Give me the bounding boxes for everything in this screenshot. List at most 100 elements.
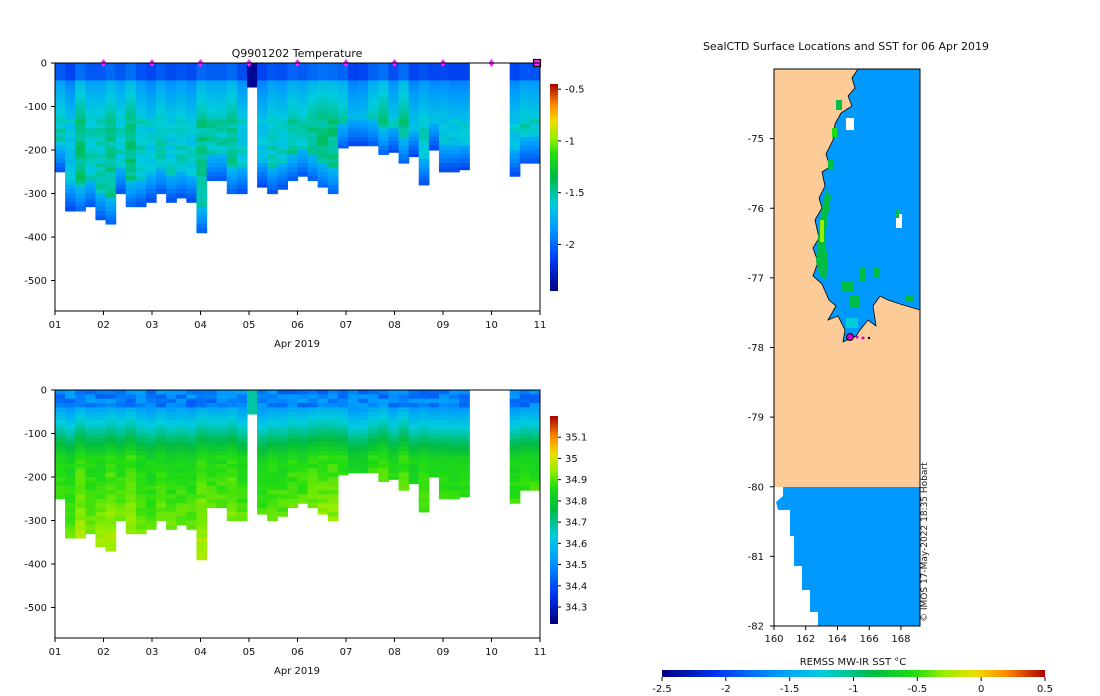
- salinity-cell: [449, 481, 460, 487]
- temperature-cell: [529, 106, 540, 112]
- salinity-cell: [358, 390, 369, 395]
- salinity-cell: [418, 446, 430, 452]
- salinity-cell: [206, 481, 218, 487]
- salinity-cell: [348, 455, 359, 461]
- salinity-cell: [115, 403, 127, 409]
- temperature-cell: [95, 184, 107, 190]
- temperature-cell: [176, 115, 187, 121]
- salinity-cell: [105, 390, 117, 395]
- salinity-cell: [297, 403, 309, 409]
- temperature-cell: [438, 76, 450, 82]
- salinity-cell: [156, 503, 167, 509]
- temperature-cell: [358, 102, 369, 108]
- temperature-cell: [388, 80, 400, 86]
- salinity-cell: [358, 429, 369, 435]
- temperature-cell: [216, 110, 228, 116]
- temperature-cell: [176, 145, 187, 151]
- temperature-cell: [105, 184, 117, 190]
- salinity-cell: [317, 481, 329, 487]
- salinity-cell: [125, 403, 137, 409]
- temperature-cell: [125, 102, 137, 108]
- salinity-cell: [75, 403, 86, 409]
- salinity-cell: [135, 429, 147, 435]
- temperature-cell: [176, 154, 187, 160]
- x-tick-label: 01: [49, 647, 62, 658]
- salinity-cell: [459, 490, 470, 496]
- temperature-cell: [348, 80, 359, 86]
- temperature-cell: [307, 110, 319, 116]
- temperature-cell: [277, 89, 288, 95]
- temperature-cell: [459, 136, 470, 142]
- temperature-cell: [459, 63, 470, 68]
- salinity-cell: [438, 403, 450, 409]
- salinity-cell: [55, 390, 66, 395]
- salinity-cell: [125, 516, 137, 522]
- temperature-cell: [115, 176, 127, 182]
- temperature-cell: [176, 123, 187, 129]
- salinity-cell: [438, 416, 450, 422]
- salinity-cell: [105, 498, 117, 504]
- temperature-cell: [226, 102, 238, 108]
- salinity-cell: [378, 455, 390, 461]
- salinity-cell: [287, 455, 299, 461]
- salinity-cell: [358, 398, 369, 404]
- salinity-cell: [85, 520, 97, 526]
- colorbar-tick-label: 34.3: [565, 603, 587, 614]
- temperature-cell: [65, 71, 76, 77]
- salinity-cell: [519, 398, 531, 404]
- salinity-cell: [75, 498, 86, 504]
- lat-tick-label: -80: [748, 482, 764, 493]
- salinity-cell: [287, 424, 299, 430]
- salinity-cell: [135, 477, 147, 482]
- salinity-cell: [378, 420, 390, 426]
- temperature-cell: [267, 71, 278, 77]
- temperature-cell: [105, 123, 117, 129]
- y-tick-label: -300: [24, 189, 47, 200]
- salinity-cell: [105, 472, 117, 478]
- salinity-cell: [348, 446, 359, 452]
- temperature-cell: [418, 176, 430, 182]
- salinity-cell: [418, 442, 430, 448]
- temperature-cell: [105, 63, 117, 68]
- salinity-cell: [216, 481, 228, 487]
- salinity-cell: [246, 407, 258, 413]
- temperature-cell: [75, 128, 86, 134]
- temperature-cell: [95, 202, 107, 208]
- temperature-cell: [337, 67, 349, 73]
- temperature-cell: [438, 123, 450, 129]
- temperature-cell: [166, 106, 177, 112]
- temperature-cell: [145, 119, 157, 125]
- temperature-cell: [267, 89, 278, 95]
- temperature-cell: [388, 115, 400, 121]
- temperature-cell: [236, 97, 248, 103]
- temperature-cell: [267, 128, 278, 134]
- temperature-cell: [398, 63, 410, 68]
- temperature-cell: [327, 158, 339, 164]
- salinity-cell: [297, 490, 309, 496]
- salinity-cell: [216, 420, 228, 426]
- temperature-cell: [327, 71, 339, 77]
- salinity-cell: [115, 472, 127, 478]
- salinity-cell: [277, 468, 288, 474]
- salinity-cell: [135, 463, 147, 469]
- temperature-cell: [75, 171, 86, 177]
- salinity-cell: [459, 481, 470, 487]
- temperature-cell: [418, 136, 430, 142]
- salinity-cell: [368, 468, 379, 474]
- temperature-cell: [156, 184, 167, 190]
- temperature-cell: [186, 176, 198, 182]
- salinity-cell: [65, 529, 76, 535]
- salinity-cell: [297, 455, 309, 461]
- temperature-cell: [75, 93, 86, 99]
- temperature-cell: [297, 167, 309, 173]
- salinity-cell: [65, 524, 76, 530]
- temperature-cell: [65, 180, 76, 186]
- salinity-cell: [75, 394, 86, 400]
- salinity-cell: [85, 420, 97, 426]
- salinity-cell: [297, 485, 309, 491]
- temperature-cell: [226, 76, 238, 82]
- temperature-cell: [145, 84, 157, 90]
- temperature-cell: [438, 67, 450, 73]
- salinity-cell: [317, 485, 329, 491]
- salinity-cell: [257, 450, 268, 456]
